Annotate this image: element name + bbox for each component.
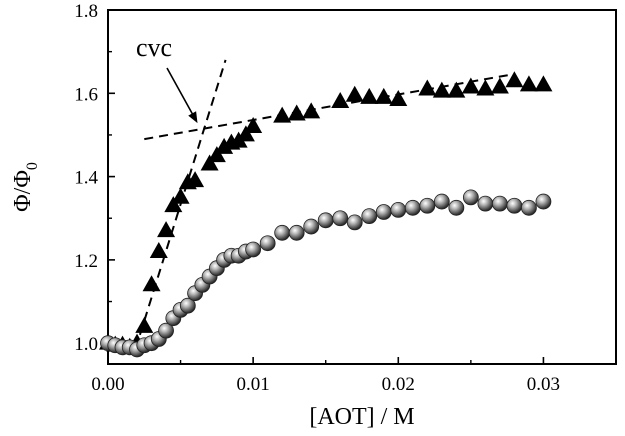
y-axis-ticks: 1.0 1.2 1.4 1.6 1.8 <box>74 1 115 355</box>
cvc-annotation-arrow <box>166 67 195 117</box>
triangle-point <box>345 85 364 102</box>
triangle-point <box>215 137 234 154</box>
triangle-point <box>389 89 408 106</box>
triangle-point <box>287 104 306 121</box>
sphere-point <box>158 322 174 339</box>
sphere-point <box>303 218 320 235</box>
triangle-point <box>207 146 226 163</box>
y-axis-title: Φ/Φ0 <box>10 162 41 212</box>
triangle-point <box>171 187 190 204</box>
sphere-point <box>288 224 305 241</box>
x-axis-title: [AOT] / M <box>309 404 414 430</box>
fit-line <box>144 73 512 141</box>
triangle-point <box>505 71 524 88</box>
plot-frame <box>107 9 617 365</box>
sphere-point <box>491 195 508 212</box>
x-tick-label: 0.00 <box>91 374 124 395</box>
sphere-point <box>462 189 479 206</box>
sphere-point <box>404 199 421 216</box>
triangle-point <box>331 92 350 109</box>
triangle-point <box>135 316 154 333</box>
sphere-point <box>317 212 334 229</box>
sphere-point <box>506 197 523 214</box>
triangle-point <box>164 196 183 213</box>
sphere-point <box>433 193 450 210</box>
sphere-point <box>179 297 196 314</box>
sphere-point <box>274 224 291 241</box>
sphere-point <box>375 204 392 220</box>
sphere-point <box>361 208 378 225</box>
triangle-point <box>142 275 161 292</box>
y-axis-title-main: Φ/Φ <box>10 170 36 212</box>
triangle-point <box>447 81 466 98</box>
series-layer <box>99 71 553 358</box>
sphere-point <box>448 199 465 216</box>
sphere-point <box>332 210 349 227</box>
x-tick-label: 0.02 <box>382 374 415 395</box>
triangle-point <box>236 125 255 142</box>
triangle-point <box>534 75 553 92</box>
triangle-point <box>374 87 393 104</box>
triangle-point <box>519 75 538 92</box>
x-tick-label: 0.01 <box>237 374 270 395</box>
triangle-point <box>476 79 495 96</box>
triangle-point <box>418 79 437 96</box>
cvc-annotation-label: cvc <box>136 33 172 62</box>
y-tick-label: 1.2 <box>74 251 98 272</box>
x-axis-ticks: 0.00 0.01 0.02 0.03 <box>91 357 617 395</box>
sphere-point <box>259 235 276 252</box>
y-tick-label: 1.0 <box>74 334 98 355</box>
y-tick-label: 1.8 <box>74 1 98 22</box>
x-tick-label: 0.03 <box>527 374 560 395</box>
triangle-point <box>157 221 176 238</box>
y-tick-label: 1.6 <box>74 84 98 105</box>
y-tick-label: 1.4 <box>74 168 98 189</box>
cvc-annotation-arrowhead <box>188 111 198 124</box>
triangle-point <box>244 117 263 134</box>
y-axis-title-subscript: 0 <box>24 162 41 170</box>
triangle-point <box>186 171 205 188</box>
sphere-point <box>477 195 494 212</box>
triangle-point <box>432 81 451 98</box>
triangle-point <box>273 106 292 123</box>
sphere-point <box>521 199 537 216</box>
triangle-point <box>490 77 509 94</box>
sphere-point <box>346 214 363 231</box>
triangle-point <box>360 87 379 104</box>
triangle-point <box>302 102 321 119</box>
triangle-point <box>200 154 219 171</box>
sphere-point <box>419 197 436 214</box>
sphere-point <box>390 202 407 218</box>
sphere-point <box>535 193 552 210</box>
triangle-point <box>149 241 168 258</box>
sphere-point <box>245 241 262 258</box>
triangle-point <box>461 77 480 94</box>
